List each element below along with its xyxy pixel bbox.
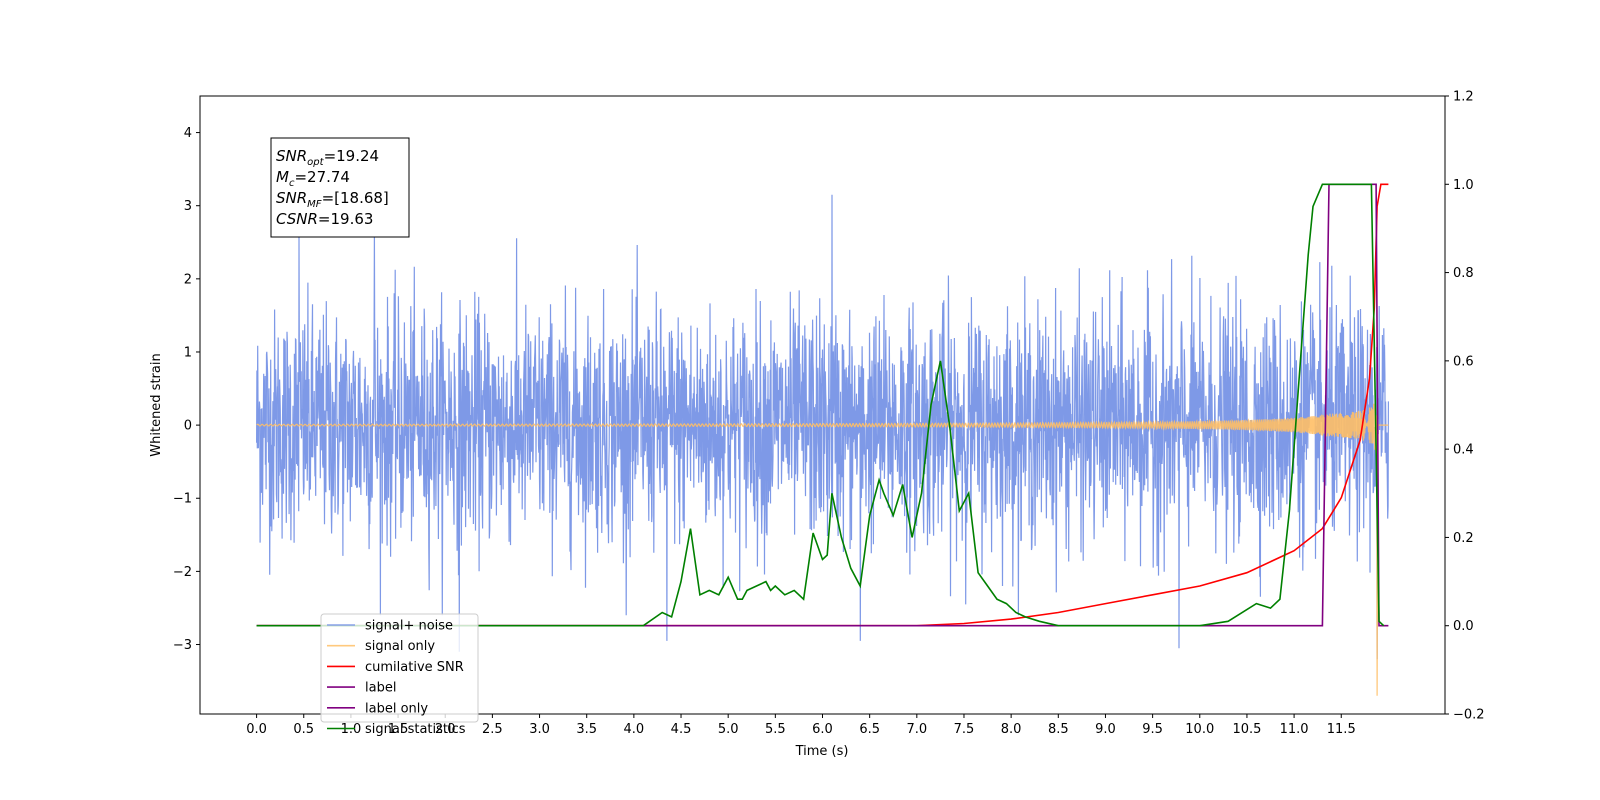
info-subscript: c <box>289 178 295 189</box>
y-tick-label: −3 <box>173 638 192 653</box>
info-line: Mc=27.74 <box>276 168 350 189</box>
x-axis-label: Time (s) <box>795 744 849 759</box>
y-tick-label: 0 <box>184 419 192 434</box>
y2-tick-label: 0.0 <box>1453 619 1474 634</box>
x-tick-label: 9.5 <box>1142 722 1163 737</box>
x-tick-label: 5.5 <box>765 722 786 737</box>
y2-tick-label: 0.4 <box>1453 443 1474 458</box>
legend: signal+ noise signal only cumilative SNR la… <box>320 613 479 737</box>
y2-tick-label: 0.2 <box>1453 531 1474 546</box>
x-tick-label: 1.5 <box>388 722 409 737</box>
info-box-frame <box>270 137 410 238</box>
y-tick-label: 1 <box>184 345 192 360</box>
x-tick-label: 7.0 <box>906 722 927 737</box>
x-tick-label: 5.0 <box>718 722 739 737</box>
legend-label: signal only <box>365 639 435 654</box>
x-tick-label: 2.0 <box>435 722 456 737</box>
legend-label: label <box>365 681 396 696</box>
info-symbol: SNR <box>276 147 307 165</box>
info-value: =19.63 <box>318 210 374 228</box>
info-box: SNRopt=19.24Mc=27.74SNRMF=[18.68]CSNR=19… <box>270 137 410 238</box>
y2-tick-label: 1.0 <box>1453 178 1474 193</box>
x-tick-label: 2.5 <box>482 722 503 737</box>
x-tick-label: 3.0 <box>529 722 550 737</box>
info-subscript: opt <box>307 157 324 168</box>
x-tick-label: 10.5 <box>1232 722 1261 737</box>
y2-tick-label: 0.6 <box>1453 354 1474 369</box>
x-tick-label: 7.5 <box>954 722 975 737</box>
x-tick-label: 11.5 <box>1327 722 1356 737</box>
legend-label: signal statistics <box>365 722 466 737</box>
info-symbol: CSNR <box>276 210 318 228</box>
x-tick-label: 1.0 <box>341 722 362 737</box>
info-subscript: MF <box>307 199 322 210</box>
legend-label: cumilative SNR <box>365 660 464 675</box>
legend-label: label only <box>365 701 428 716</box>
x-axis: 0.0 0.5 1.0 1.5 2.0 2.5 3.0 3.5 4.0 4.5 5.0 5.5 6.0 6… <box>246 714 1356 737</box>
x-tick-label: 8.0 <box>1001 722 1022 737</box>
y-tick-label: 4 <box>184 126 192 141</box>
x-tick-label: 0.5 <box>293 722 314 737</box>
y2-tick-label: 1.2 <box>1453 90 1474 105</box>
x-tick-label: 11.0 <box>1280 722 1309 737</box>
y-tick-label: 3 <box>184 199 192 214</box>
x-tick-label: 4.0 <box>624 722 645 737</box>
y-tick-label: 2 <box>184 272 192 287</box>
y2-tick-label: −0.2 <box>1453 708 1485 723</box>
info-line: CSNR=19.63 <box>276 210 373 228</box>
series-signal-only <box>256 403 1389 696</box>
info-line: SNRopt=19.24 <box>276 147 379 168</box>
x-tick-label: 3.5 <box>576 722 597 737</box>
info-value: =[18.68] <box>322 189 389 207</box>
series-layer <box>256 183 1390 696</box>
x-tick-label: 10.0 <box>1185 722 1214 737</box>
series-signal-statistics <box>256 183 1385 627</box>
x-tick-label: 4.5 <box>671 722 692 737</box>
info-symbol: M <box>276 168 289 186</box>
info-value: =27.74 <box>294 168 350 186</box>
info-lines: SNRopt=19.24Mc=27.74SNRMF=[18.68]CSNR=19… <box>276 147 389 228</box>
legend-items: signal+ noise signal only cumilative SNR la… <box>327 619 466 737</box>
y-tick-label: −2 <box>173 565 192 580</box>
y-axis-label: Whitened strain <box>149 353 164 456</box>
y-axis-right: 1.2 1.0 0.8 0.6 0.4 0.2 0.0 −0.2 <box>1445 90 1485 723</box>
series-signal-noise <box>256 194 1390 660</box>
x-tick-label: 6.0 <box>812 722 833 737</box>
x-tick-label: 6.5 <box>859 722 880 737</box>
info-value: =19.24 <box>324 147 380 165</box>
y-axis-left: 4 3 2 1 0 −1 −2 −3 <box>173 126 200 653</box>
x-tick-label: 0.0 <box>246 722 267 737</box>
y2-tick-label: 0.8 <box>1453 266 1474 281</box>
x-tick-label: 8.5 <box>1048 722 1069 737</box>
legend-frame <box>320 613 479 723</box>
x-tick-label: 9.0 <box>1095 722 1116 737</box>
legend-label: signal+ noise <box>365 619 453 634</box>
y-tick-label: −1 <box>173 492 192 507</box>
info-symbol: SNR <box>276 189 307 207</box>
info-line: SNRMF=[18.68] <box>276 189 389 210</box>
